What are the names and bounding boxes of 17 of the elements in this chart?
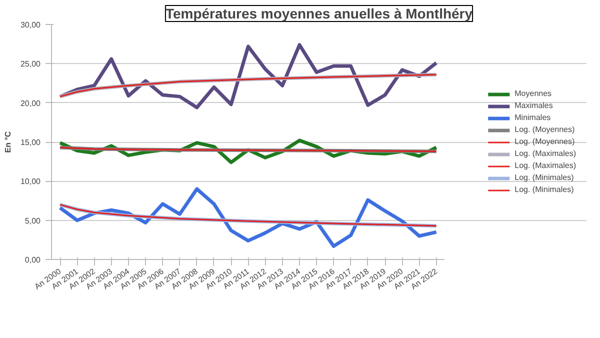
legend-label: Moyennes [514, 88, 552, 98]
y-axis-title: En °C [3, 131, 12, 153]
y-tick-label: 0,00 [24, 256, 42, 264]
legend-label: Minimales [514, 112, 551, 122]
y-tick-label: 5,00 [24, 216, 42, 226]
legend-label: Log. (Maximales) [514, 148, 576, 158]
y-tick-label: 15,00 [20, 138, 42, 147]
legend-label: Maximales [514, 100, 553, 110]
legend-label: Log. (Moyennes) [514, 136, 575, 146]
y-tick-label: 20,00 [20, 98, 42, 108]
legend-label: Log. (Minimales) [514, 172, 574, 182]
y-tick-label: 10,00 [20, 177, 42, 186]
legend-label: Log. (Maximales) [514, 160, 576, 170]
legend-label: Log. (Moyennes) [514, 124, 575, 134]
y-tick-label: 30,00 [20, 20, 42, 30]
y-tick-label: 25,00 [20, 60, 42, 69]
legend-label: Log. (Minimales) [514, 184, 574, 194]
